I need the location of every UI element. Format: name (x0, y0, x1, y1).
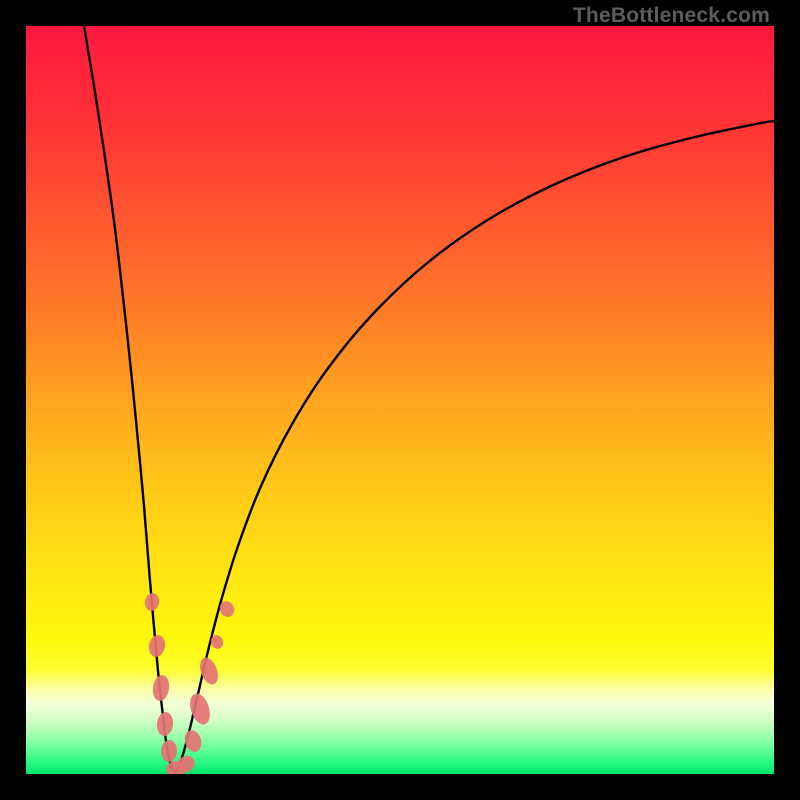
curve-left-branch (84, 26, 175, 773)
data-marker (143, 592, 160, 613)
watermark-text: TheBottleneck.com (573, 4, 770, 28)
data-marker (147, 634, 167, 658)
curve-right-branch (175, 121, 774, 773)
plot-area (26, 26, 774, 774)
data-marker (156, 711, 174, 737)
curve-layer (26, 26, 774, 774)
data-marker (160, 739, 177, 762)
data-marker (151, 674, 170, 702)
chart-frame: TheBottleneck.com (0, 0, 800, 800)
